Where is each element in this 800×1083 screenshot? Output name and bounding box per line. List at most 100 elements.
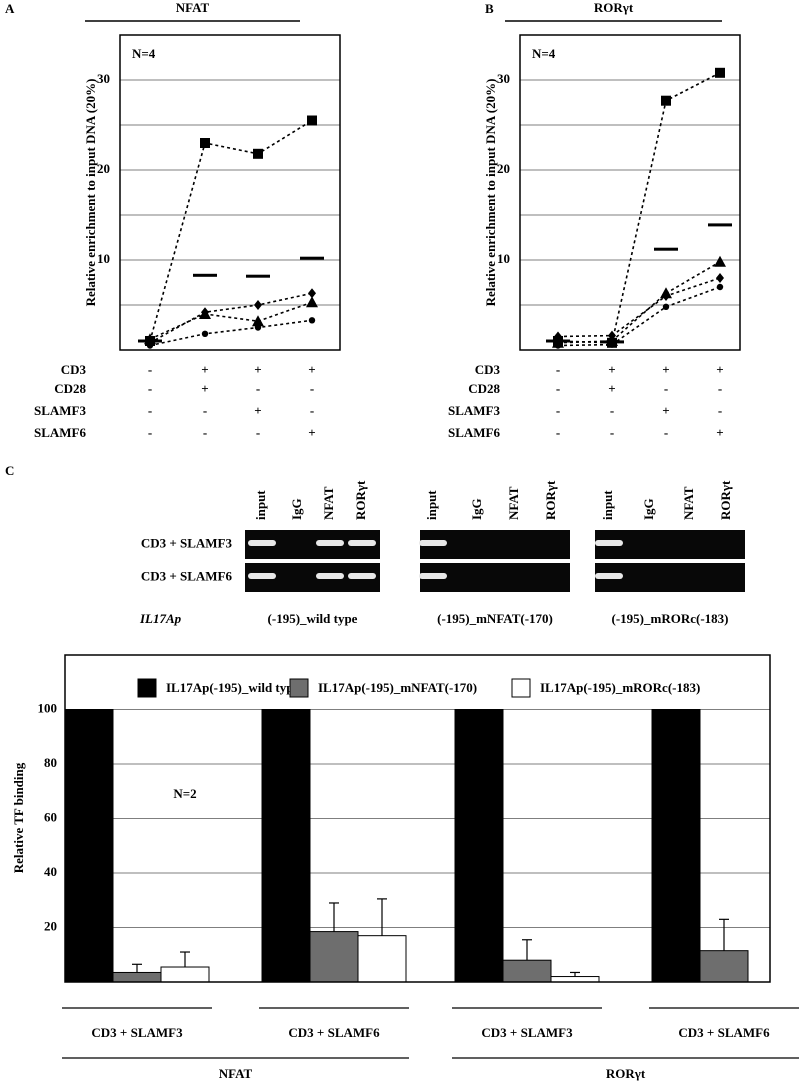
y-axis-label: Relative enrichment to input DNA (20%): [83, 79, 98, 307]
y-tick-label: 40: [44, 864, 57, 879]
plot-frame: [119, 34, 341, 351]
gel-band: [248, 540, 276, 546]
condition-mark: -: [556, 425, 560, 440]
condition-label: CD3: [61, 362, 87, 377]
bar: [454, 709, 504, 983]
condition-mark: +: [608, 381, 615, 396]
marker: [662, 303, 670, 310]
condition-mark: -: [610, 425, 614, 440]
panel-letter: A: [5, 1, 15, 16]
condition-mark: -: [203, 403, 207, 418]
group-label: NFAT: [219, 1066, 253, 1081]
lane-label: NFAT: [681, 486, 696, 520]
y-tick-label: 30: [497, 71, 510, 86]
y-tick-label: 10: [97, 251, 110, 266]
condition-label: CD28: [468, 381, 500, 396]
chart-title: RORγt: [594, 0, 634, 15]
series-line: [149, 292, 313, 344]
condition-mark: -: [718, 403, 722, 418]
condition-mark: -: [256, 425, 260, 440]
condition-mark: -: [148, 381, 152, 396]
bar: [550, 976, 600, 983]
y-tick-label: 20: [97, 161, 110, 176]
condition-label: SLAMF3: [34, 403, 87, 418]
condition-mark: -: [664, 381, 668, 396]
y-tick-label: 80: [44, 755, 57, 770]
legend-swatch: [289, 678, 309, 698]
condition-mark: -: [148, 425, 152, 440]
y-tick-label: 30: [97, 71, 110, 86]
marker: [308, 288, 316, 299]
gel-band: [348, 573, 376, 579]
lane-label: IgG: [469, 498, 484, 520]
series-line: [557, 286, 721, 347]
legend-label: IL17Ap(-195)_wild type: [166, 680, 299, 695]
condition-mark: -: [718, 381, 722, 396]
group-label: RORγt: [606, 1066, 646, 1081]
plot-frame: [519, 34, 741, 351]
condition-mark: +: [716, 362, 723, 377]
construct-label: (-195)_wild type: [268, 611, 358, 626]
condition-label: SLAMF6: [34, 425, 87, 440]
x-tick-label: CD3 + SLAMF3: [91, 1025, 183, 1040]
condition-mark: -: [664, 425, 668, 440]
condition-mark: -: [256, 381, 260, 396]
gel-band: [316, 540, 344, 546]
gel-band: [248, 573, 276, 579]
marker: [662, 291, 670, 301]
plot-frame: [64, 654, 771, 983]
condition-mark: +: [608, 362, 615, 377]
y-tick-label: 60: [44, 809, 57, 824]
marker: [306, 296, 318, 308]
condition-label: CD28: [54, 381, 86, 396]
marker: [307, 115, 317, 126]
marker: [201, 330, 209, 337]
error-bar: [132, 963, 142, 973]
bar: [357, 935, 407, 983]
condition-mark: -: [310, 403, 314, 418]
marker: [714, 255, 726, 267]
series-line: [557, 261, 721, 344]
chart-title: NFAT: [176, 0, 210, 15]
error-bar: [719, 918, 729, 951]
condition-mark: -: [148, 403, 152, 418]
lane-label: IgG: [641, 498, 656, 520]
mean-bar: [138, 339, 162, 343]
series-line: [557, 72, 721, 344]
condition-mark: -: [556, 403, 560, 418]
condition-label: SLAMF6: [448, 425, 501, 440]
marker: [716, 283, 724, 291]
series-line: [149, 119, 313, 342]
annotation: N=4: [532, 46, 556, 61]
bar: [309, 931, 359, 983]
condition-mark: -: [310, 381, 314, 396]
panel-letter: B: [485, 1, 494, 16]
series-line: [557, 277, 721, 338]
marker: [253, 148, 263, 159]
legend-label: IL17Ap(-195)_mRORc(-183): [540, 680, 700, 695]
error-bar: [570, 971, 580, 977]
bar: [699, 950, 749, 983]
lane-label: NFAT: [321, 486, 336, 520]
y-tick-label: 20: [44, 918, 57, 933]
gel-band: [348, 540, 376, 546]
gel-band: [419, 540, 447, 546]
mean-bar: [600, 340, 624, 344]
row-label: IL17Ap: [139, 611, 182, 626]
error-bar: [180, 951, 190, 968]
y-axis-label: Relative enrichment to input DNA (20%): [483, 79, 498, 307]
condition-mark: -: [203, 425, 207, 440]
condition-mark: -: [556, 381, 560, 396]
y-axis-label: Relative TF binding: [11, 762, 26, 873]
mean-bar: [546, 339, 570, 343]
lane-label: input: [424, 490, 439, 520]
marker: [715, 67, 725, 78]
marker: [254, 324, 262, 331]
marker: [252, 315, 264, 327]
construct-label: (-195)_mNFAT(-170): [437, 611, 553, 626]
gel-band: [419, 573, 447, 579]
error-bar: [377, 898, 387, 936]
gel-band: [595, 540, 623, 546]
lane-label: RORγt: [718, 480, 733, 520]
x-tick-label: CD3 + SLAMF6: [678, 1025, 770, 1040]
